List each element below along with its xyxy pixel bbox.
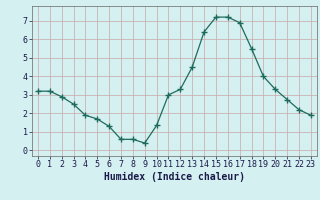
X-axis label: Humidex (Indice chaleur): Humidex (Indice chaleur): [104, 172, 245, 182]
